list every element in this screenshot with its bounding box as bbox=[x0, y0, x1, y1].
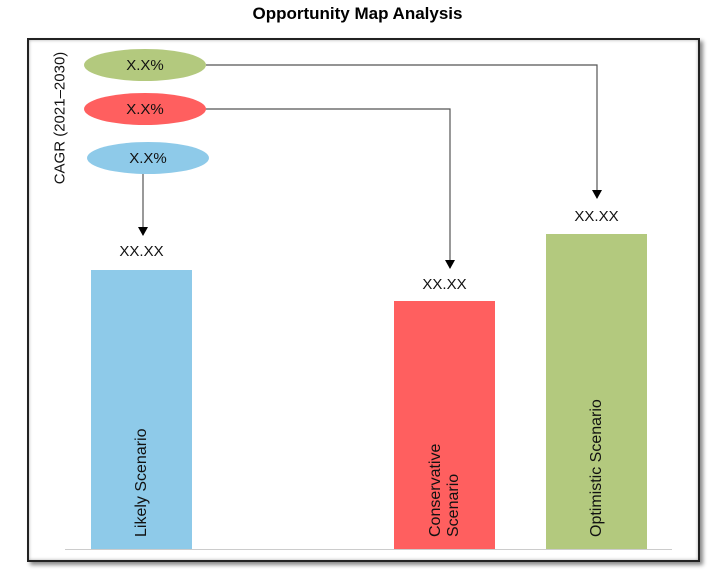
arrow-conservative bbox=[205, 108, 451, 268]
bar-likely: Likely Scenario bbox=[91, 270, 192, 549]
value-label-conservative: XX.XX bbox=[422, 276, 467, 293]
chart-title: Opportunity Map Analysis bbox=[252, 4, 463, 23]
bar-label-likely: Likely Scenario bbox=[132, 428, 150, 538]
bar-label-optimistic: Optimistic Scenario bbox=[587, 399, 605, 537]
bar-optimistic: Optimistic Scenario bbox=[546, 234, 647, 549]
cagr-optimistic-ellipse: X.X% bbox=[84, 49, 206, 81]
bar-conservative: Conservative Scenario bbox=[394, 301, 495, 549]
arrow-optimistic bbox=[206, 64, 598, 198]
cagr-likely-ellipse: X.X% bbox=[87, 142, 209, 174]
bar-label-conservative: Conservative Scenario bbox=[426, 443, 462, 537]
cagr-conservative-ellipse: X.X% bbox=[84, 93, 206, 125]
value-label-likely: XX.XX bbox=[119, 243, 164, 260]
x-axis-baseline bbox=[65, 549, 672, 550]
value-label-optimistic: XX.XX bbox=[574, 208, 619, 225]
